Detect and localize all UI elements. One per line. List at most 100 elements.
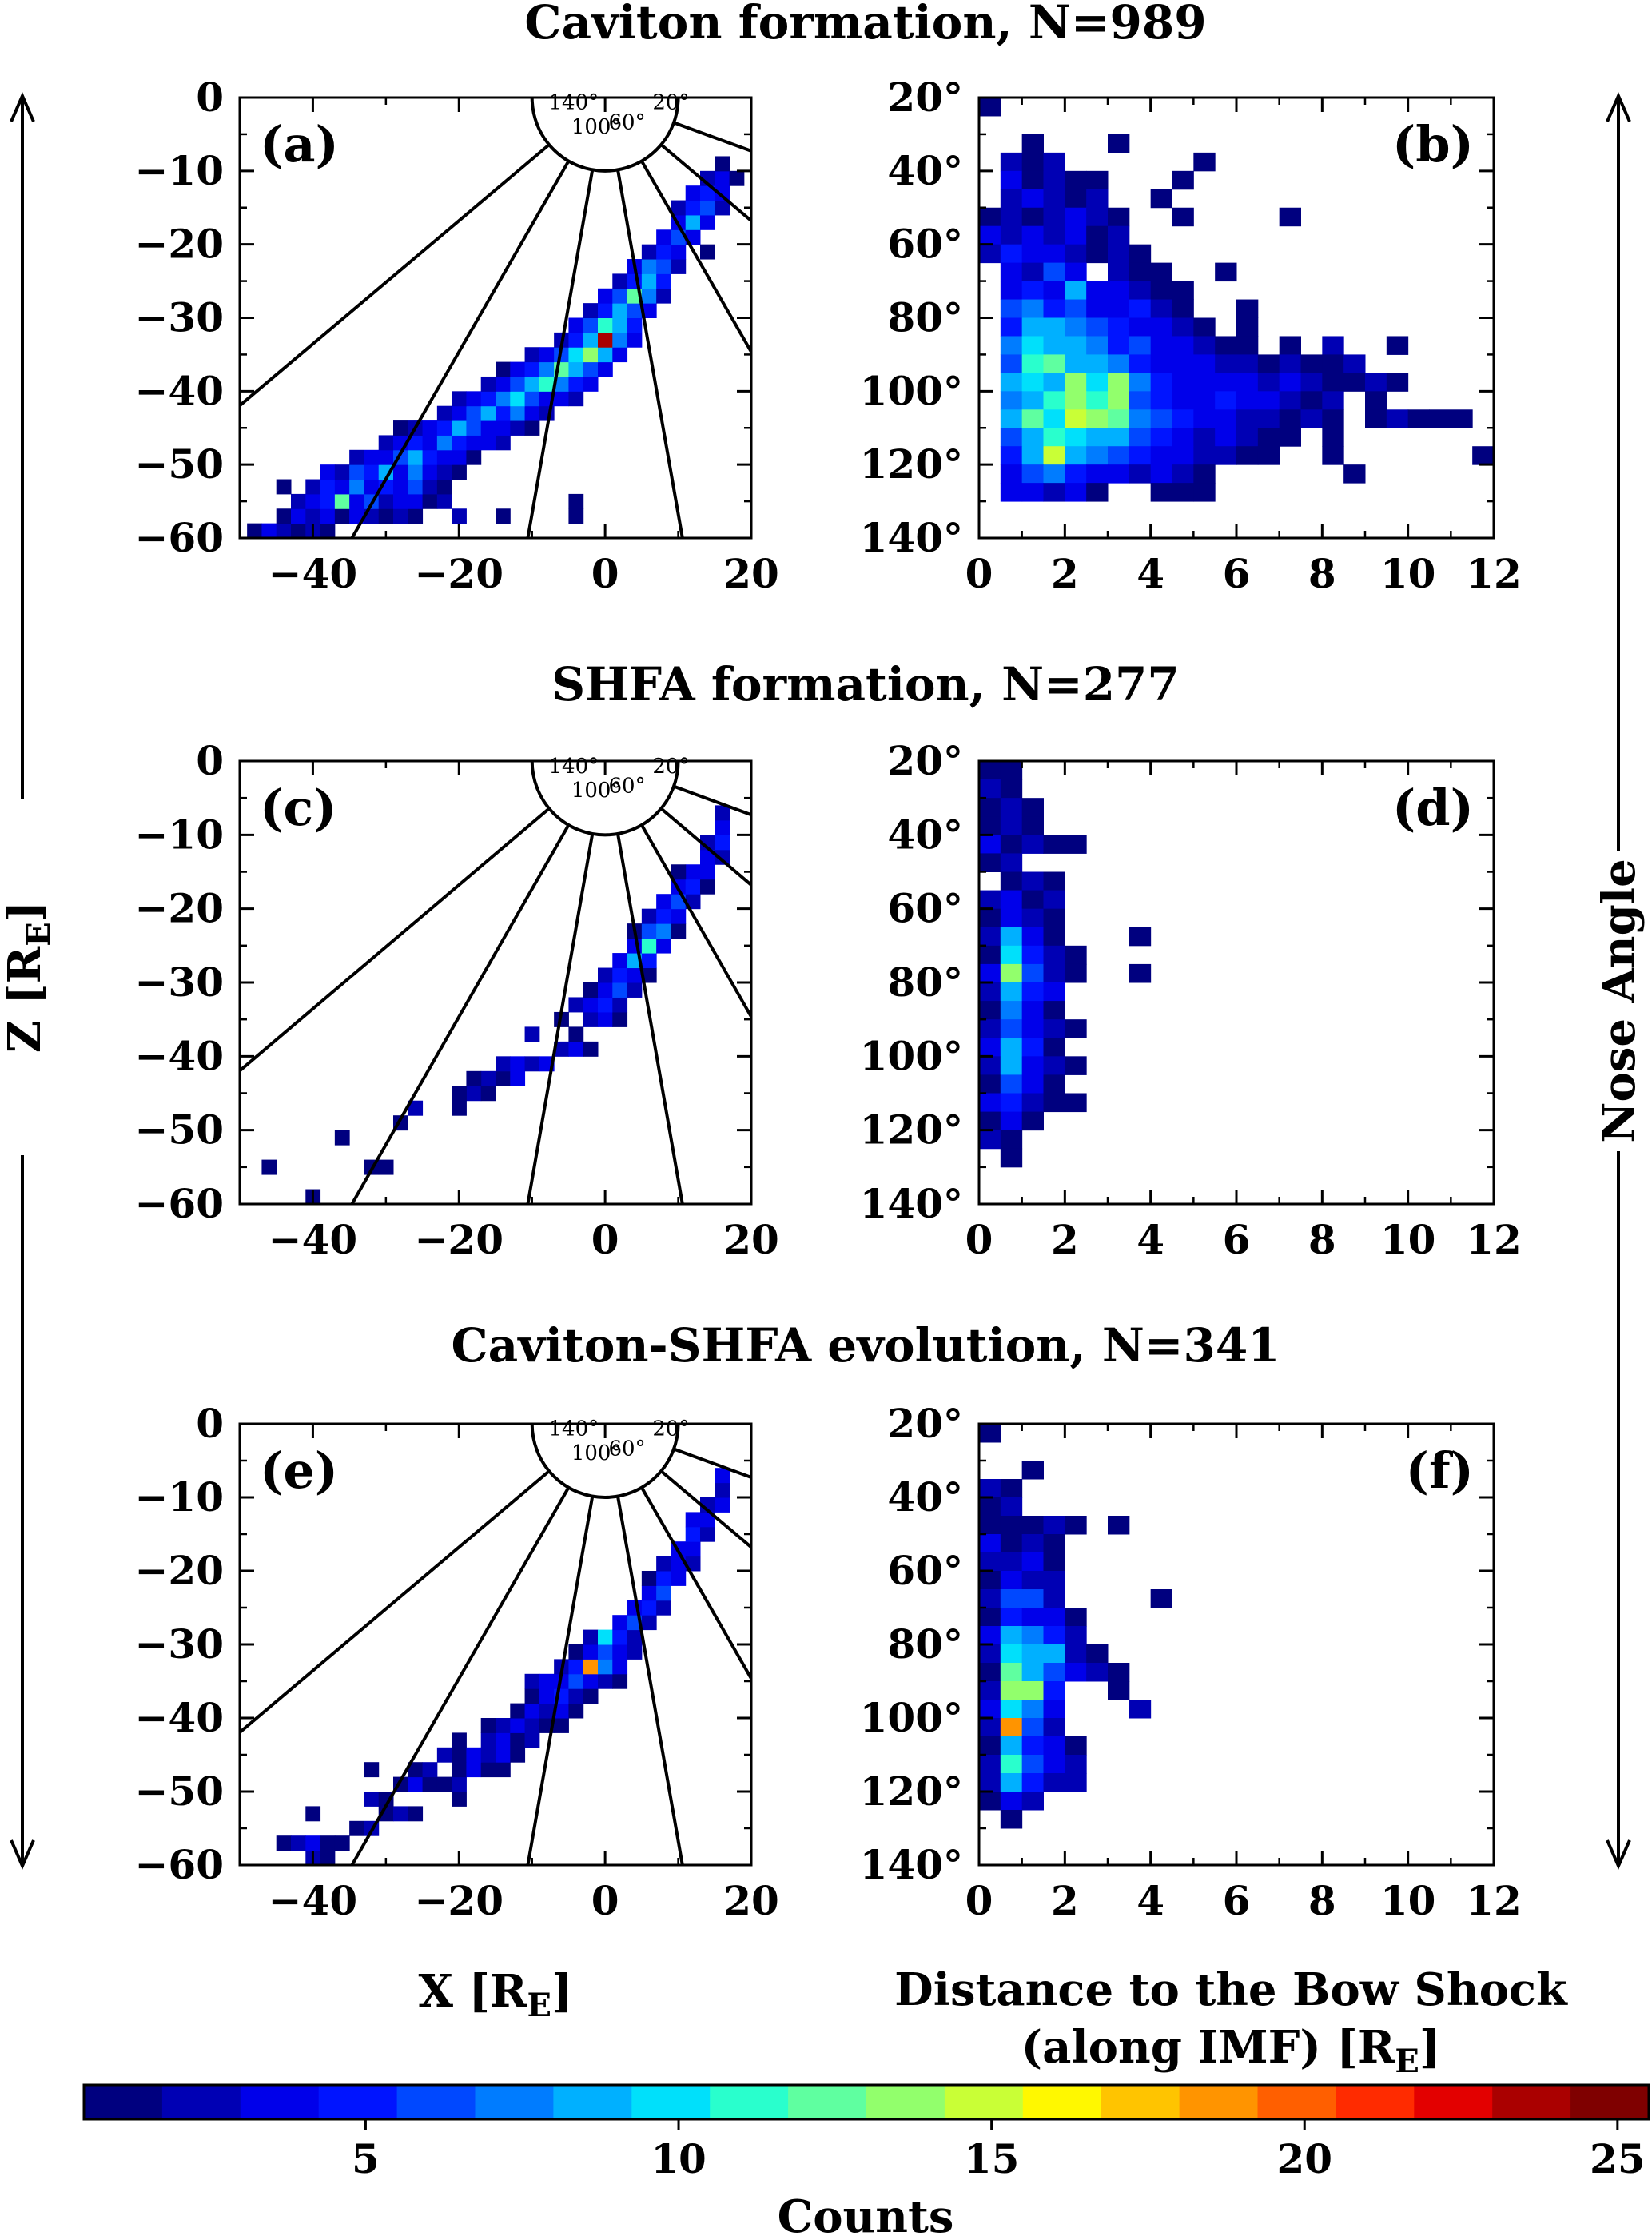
y-tick-label: 40° [887, 811, 963, 858]
heatmap-cell [524, 1673, 540, 1689]
y-tick-label: −50 [135, 1106, 224, 1154]
heatmap-cell [408, 449, 424, 465]
heatmap-cell [436, 449, 452, 465]
panel-letter: (c) [260, 779, 336, 837]
heatmap-cell [1343, 373, 1366, 392]
heatmap-cell [510, 1718, 526, 1733]
x-tick-label: −20 [415, 1877, 504, 1924]
heatmap-cell [378, 1792, 394, 1807]
heatmap-cell [466, 1070, 482, 1086]
heatmap-cell [554, 391, 569, 407]
heatmap-cell [1021, 1111, 1044, 1131]
z-axis-label-sub: E [20, 922, 58, 947]
heatmap-cell [1000, 1755, 1023, 1774]
heatmap-cell [1279, 336, 1301, 355]
heatmap-cell [496, 435, 511, 451]
heatmap-cell [1043, 446, 1065, 465]
heatmap-cell [452, 1732, 467, 1748]
heatmap-cell [1172, 336, 1194, 355]
heatmap-cell [1150, 317, 1172, 337]
heatmap-cell [1043, 317, 1065, 337]
heatmap-cell [510, 420, 526, 436]
heatmap-cell [1021, 189, 1044, 209]
x-tick-label: −20 [415, 550, 504, 597]
heatmap-cell [422, 479, 438, 495]
heatmap-cell [612, 1011, 628, 1027]
heatmap-cell [700, 849, 715, 865]
heatmap-cell [554, 1703, 569, 1719]
heatmap-cell [700, 864, 715, 880]
heatmap-cell [1043, 1681, 1065, 1700]
heatmap-cell [979, 761, 1001, 780]
heatmap-cell [466, 391, 482, 407]
heatmap-cell [539, 347, 555, 363]
heatmap-cell [1043, 1663, 1065, 1682]
heatmap-cell [1279, 354, 1301, 373]
heatmap-cell [1086, 281, 1109, 301]
heatmap-cell [1279, 373, 1301, 392]
heatmap-cell [1065, 1773, 1087, 1792]
heatmap-cell [700, 185, 715, 201]
heatmap-cell [671, 259, 687, 274]
heatmap-cell [583, 376, 599, 392]
heatmap-cell [641, 1600, 657, 1616]
heatmap-cell [979, 982, 1001, 1002]
heatmap-cell [627, 1644, 643, 1660]
heatmap-cell [1000, 1038, 1023, 1057]
heatmap-cell [568, 347, 584, 363]
z-axis-label: Z [RE] [0, 901, 58, 1053]
heatmap-cell [1236, 354, 1259, 373]
heatmap-cell [1150, 354, 1172, 373]
heatmap-cell [1472, 446, 1494, 465]
panel-a: 140°100°60°20° 0 −10 −20 −30 −40 −50 −60 −40 −20 0… [135, 74, 779, 597]
panel-letter: (d) [1392, 779, 1474, 837]
heatmap-cell [1000, 409, 1023, 428]
x-tick-label: 0 [591, 550, 619, 597]
y-tick-label: 100° [860, 367, 963, 414]
heatmap-cell [1086, 225, 1109, 245]
heatmap-cell [364, 1762, 380, 1778]
heatmap-cell [1043, 1571, 1065, 1590]
heatmap-cell [1108, 299, 1130, 318]
heatmap-cell [1065, 1093, 1087, 1113]
heatmap-cell [979, 244, 1001, 264]
heatmap-cell [598, 288, 613, 304]
heatmap-cell [979, 1093, 1001, 1113]
heatmap-cell [1193, 446, 1216, 465]
heatmap-cell [583, 1644, 599, 1660]
heatmap-cell [1236, 391, 1259, 410]
heatmap-cell [452, 449, 467, 465]
y-tick-label: 140° [860, 1180, 963, 1227]
x-tick-label: 6 [1223, 1216, 1251, 1263]
heatmap-cell [408, 1762, 424, 1778]
y-tick-label: 20° [887, 1400, 963, 1447]
heatmap-cell [979, 1718, 1001, 1737]
heatmap-cell [1108, 446, 1130, 465]
heatmap-cell [349, 1820, 364, 1836]
heatmap-cell [1172, 373, 1194, 392]
heatmap-cell [480, 1732, 496, 1748]
heatmap-cell [729, 170, 745, 186]
heatmap-cell [979, 207, 1001, 227]
heatmap-cell [1000, 1644, 1023, 1664]
heatmap-cell [568, 1688, 584, 1704]
x-tick-label: 10 [1380, 1877, 1436, 1924]
heatmap-cell [1365, 373, 1387, 392]
heatmap-cell [1215, 446, 1237, 465]
heatmap-cell [1108, 409, 1130, 428]
heatmap-cell [291, 493, 306, 509]
colorbar-segment [866, 2085, 945, 2119]
heatmap-cell [583, 982, 599, 998]
heatmap-cell [1000, 779, 1023, 799]
heatmap-cell [1043, 299, 1065, 318]
colorbar-segment [788, 2085, 867, 2119]
heatmap-cell [583, 361, 599, 377]
heatmap-cell [1000, 317, 1023, 337]
heatmap-cell [408, 464, 424, 480]
heatmap-cell [1257, 409, 1280, 428]
y-tick-label: 80° [887, 294, 963, 341]
x-tick-label: 4 [1136, 1216, 1164, 1263]
heatmap-cell [1043, 354, 1065, 373]
heatmap-cell [1043, 281, 1065, 301]
heatmap-cell [1000, 1001, 1023, 1020]
